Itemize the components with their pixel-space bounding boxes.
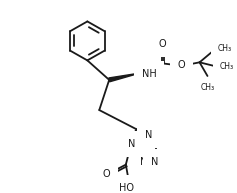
- Text: CH₃: CH₃: [219, 62, 233, 71]
- Text: O: O: [102, 169, 110, 179]
- Text: N: N: [145, 130, 152, 140]
- Text: O: O: [158, 39, 166, 49]
- Text: HO: HO: [119, 183, 134, 193]
- Text: O: O: [178, 60, 186, 70]
- Text: CH₃: CH₃: [201, 83, 214, 92]
- Polygon shape: [109, 73, 140, 82]
- Text: N: N: [151, 157, 158, 167]
- Text: NH: NH: [142, 69, 157, 79]
- Text: N: N: [128, 139, 136, 149]
- Text: N: N: [140, 157, 147, 167]
- Text: CH₃: CH₃: [217, 44, 232, 53]
